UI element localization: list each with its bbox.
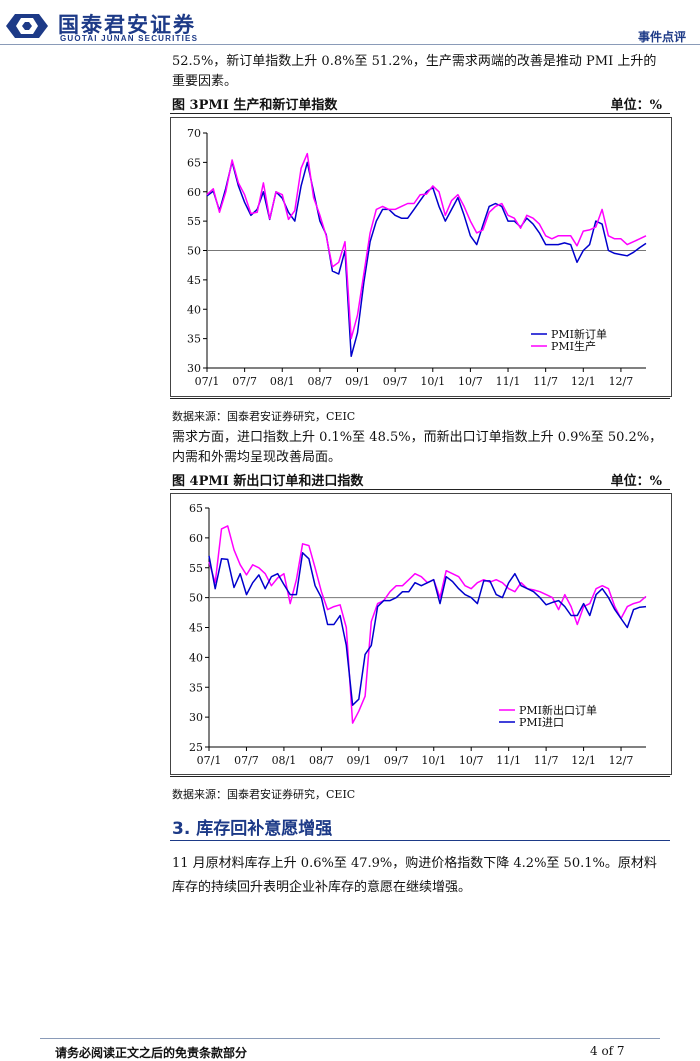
figure4-title: 图 4PMI 新出口订单和进口指数	[172, 474, 364, 489]
x-tick-label: 08/7	[308, 375, 333, 388]
section3-paragraph: 11 月原材料库存上升 0.6%至 47.9%，购进价格指数下降 4.2%至 5…	[172, 852, 672, 900]
figure4-chart-svg: 25 30 35 40 45 50 55 60 65 07/1 07/7 08/1 08/7 09/1 09…	[189, 502, 647, 767]
x-tick-label: 10/7	[458, 375, 483, 388]
figure3-chart-svg: 30 35 40 45 50 55 60 65 70 07/1 07/7 08/1 08/7 09/1 09…	[187, 127, 647, 388]
footer-divider	[40, 1038, 660, 1039]
y-tick-label: 30	[189, 711, 203, 724]
figure3-top-rule	[170, 113, 670, 114]
y-tick-label: 65	[187, 156, 201, 169]
x-tick-label: 12/7	[609, 754, 634, 767]
legend-label: PMI生产	[551, 339, 596, 353]
x-tick-label: 07/7	[234, 754, 259, 767]
demand-paragraph: 需求方面，进口指数上升 0.1%至 48.5%，而新出口订单指数上升 0.9%至…	[172, 428, 672, 468]
figure4-unit: 单位：%	[610, 474, 662, 489]
demand-line: 需求方面，进口指数上升 0.1%至 48.5%，而新出口订单指数上升 0.9%至…	[172, 430, 663, 445]
y-tick-label: 70	[187, 127, 201, 140]
figure3-unit: 单位：%	[610, 98, 662, 113]
page-number: 4 of 7	[590, 1044, 625, 1058]
y-tick-label: 50	[187, 245, 201, 258]
figure3-title: 图 3PMI 生产和新订单指数	[172, 98, 338, 113]
figure3-chart: 30 35 40 45 50 55 60 65 70 07/1 07/7 08/1 08/7 09/1 09…	[170, 117, 672, 397]
x-tick-label: 07/1	[197, 754, 222, 767]
x-tick-label: 11/7	[534, 754, 559, 767]
report-type-label: 事件点评	[637, 30, 686, 44]
x-tick-label: 08/7	[309, 754, 334, 767]
x-tick-label: 10/7	[459, 754, 484, 767]
figure4-chart: 25 30 35 40 45 50 55 60 65 07/1 07/7 08/1 08/7 09/1 09…	[170, 493, 672, 775]
series-line-1	[206, 152, 647, 340]
brand-logo-icon	[4, 12, 50, 40]
section3-title: 3. 库存回补意愿增强	[172, 819, 333, 839]
legend-label: PMI进口	[519, 716, 564, 729]
series-line-0	[206, 161, 647, 358]
x-tick-label: 09/7	[383, 375, 408, 388]
x-tick-label: 08/1	[270, 375, 295, 388]
y-tick-label: 65	[189, 502, 203, 515]
x-tick-label: 12/1	[571, 754, 596, 767]
intro-line: 52.5%，新订单指数上升 0.8%至 51.2%，生产需求两端的改善是推动 P…	[172, 54, 657, 69]
x-tick-label: 10/1	[420, 375, 445, 388]
header-divider	[0, 44, 700, 45]
figure4-source: 数据来源：国泰君安证券研究，CEIC	[172, 788, 356, 801]
x-tick-label: 11/1	[496, 754, 521, 767]
logo-chinese-name: 国泰君安证券	[58, 13, 196, 37]
x-tick-label: 09/1	[346, 754, 371, 767]
x-tick-label: 11/7	[533, 375, 558, 388]
y-tick-label: 25	[189, 741, 203, 754]
figure3-title-row: 图 3PMI 生产和新订单指数 单位：%	[172, 94, 662, 113]
y-tick-label: 35	[189, 681, 203, 694]
figure4-bottom-rule	[170, 776, 670, 777]
demand-line: 内需和外需均呈现改善局面。	[172, 450, 342, 465]
x-tick-label: 11/1	[496, 375, 521, 388]
legend-label: PMI新出口订单	[519, 703, 597, 717]
y-tick-label: 40	[187, 303, 201, 316]
intro-line: 重要因素。	[172, 74, 238, 89]
y-tick-label: 45	[189, 622, 203, 635]
x-tick-label: 10/1	[421, 754, 446, 767]
legend-label: PMI新订单	[551, 327, 607, 341]
x-tick-label: 09/7	[384, 754, 409, 767]
section3-line: 11 月原材料库存上升 0.6%至 47.9%，购进价格指数下降 4.2%至 5…	[172, 856, 657, 871]
footer-disclaimer: 请务必阅读正文之后的免责条款部分	[55, 1046, 248, 1060]
y-tick-label: 35	[187, 333, 201, 346]
y-tick-label: 55	[187, 215, 201, 228]
series-line-1	[208, 552, 647, 706]
x-tick-label: 07/1	[195, 375, 220, 388]
x-tick-label: 08/1	[272, 754, 297, 767]
section3-line: 库存的持续回升表明企业补库存的意愿在继续增强。	[172, 880, 472, 895]
y-tick-label: 45	[187, 274, 201, 287]
intro-paragraph: 52.5%，新订单指数上升 0.8%至 51.2%，生产需求两端的改善是推动 P…	[172, 52, 672, 92]
y-tick-label: 60	[187, 186, 201, 199]
section3-rule	[170, 840, 670, 841]
y-tick-label: 50	[189, 592, 203, 605]
y-tick-label: 60	[189, 532, 203, 545]
y-tick-label: 55	[189, 562, 203, 575]
figure3-bottom-rule	[170, 398, 670, 399]
series-line-0	[208, 525, 647, 724]
figure3-source: 数据来源：国泰君安证券研究，CEIC	[172, 410, 356, 423]
x-tick-label: 09/1	[345, 375, 370, 388]
y-tick-label: 40	[189, 651, 203, 664]
figure4-title-row: 图 4PMI 新出口订单和进口指数 单位：%	[172, 470, 662, 489]
figure4-top-rule	[170, 489, 670, 490]
x-tick-label: 07/7	[232, 375, 257, 388]
logo-english-name: GUOTAI JUNAN SECURITIES	[60, 34, 199, 43]
x-tick-label: 12/1	[571, 375, 596, 388]
y-tick-label: 30	[187, 362, 201, 375]
x-tick-label: 12/7	[609, 375, 634, 388]
